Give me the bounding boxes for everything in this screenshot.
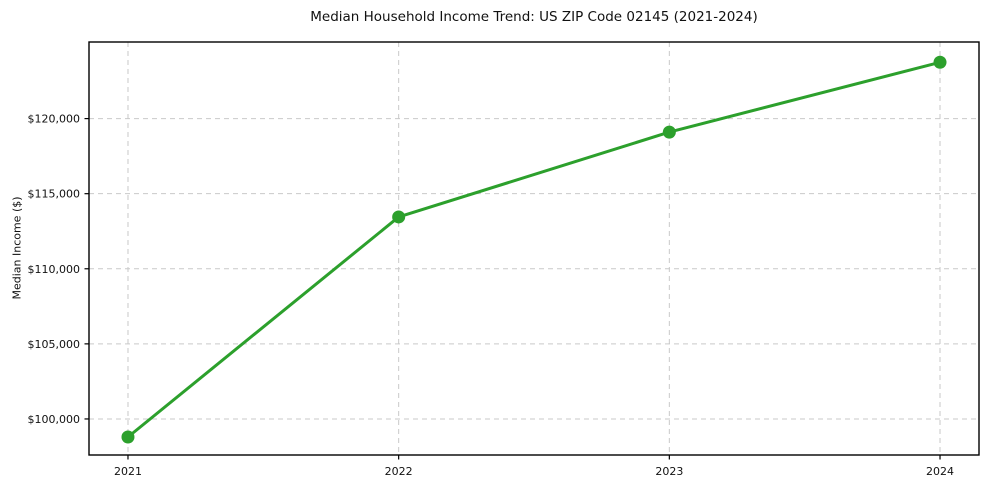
x-tick-label: 2024 xyxy=(926,465,954,478)
y-tick-label: $115,000 xyxy=(28,188,81,201)
data-point-2022 xyxy=(392,210,406,224)
data-point-2021 xyxy=(121,430,135,444)
trend-line xyxy=(126,60,942,439)
x-tick-label: 2021 xyxy=(114,465,142,478)
data-point-2023 xyxy=(662,125,676,139)
y-tick-label: $105,000 xyxy=(28,338,81,351)
chart-title: Median Household Income Trend: US ZIP Co… xyxy=(310,9,758,25)
data-point-2024 xyxy=(933,55,947,69)
y-tick-label: $100,000 xyxy=(28,413,81,426)
y-tick-label: $110,000 xyxy=(28,263,81,276)
y-tick-label: $120,000 xyxy=(28,113,81,126)
x-tick-label: 2023 xyxy=(655,465,683,478)
x-tick-label: 2022 xyxy=(385,465,413,478)
plot-frame xyxy=(88,41,980,456)
